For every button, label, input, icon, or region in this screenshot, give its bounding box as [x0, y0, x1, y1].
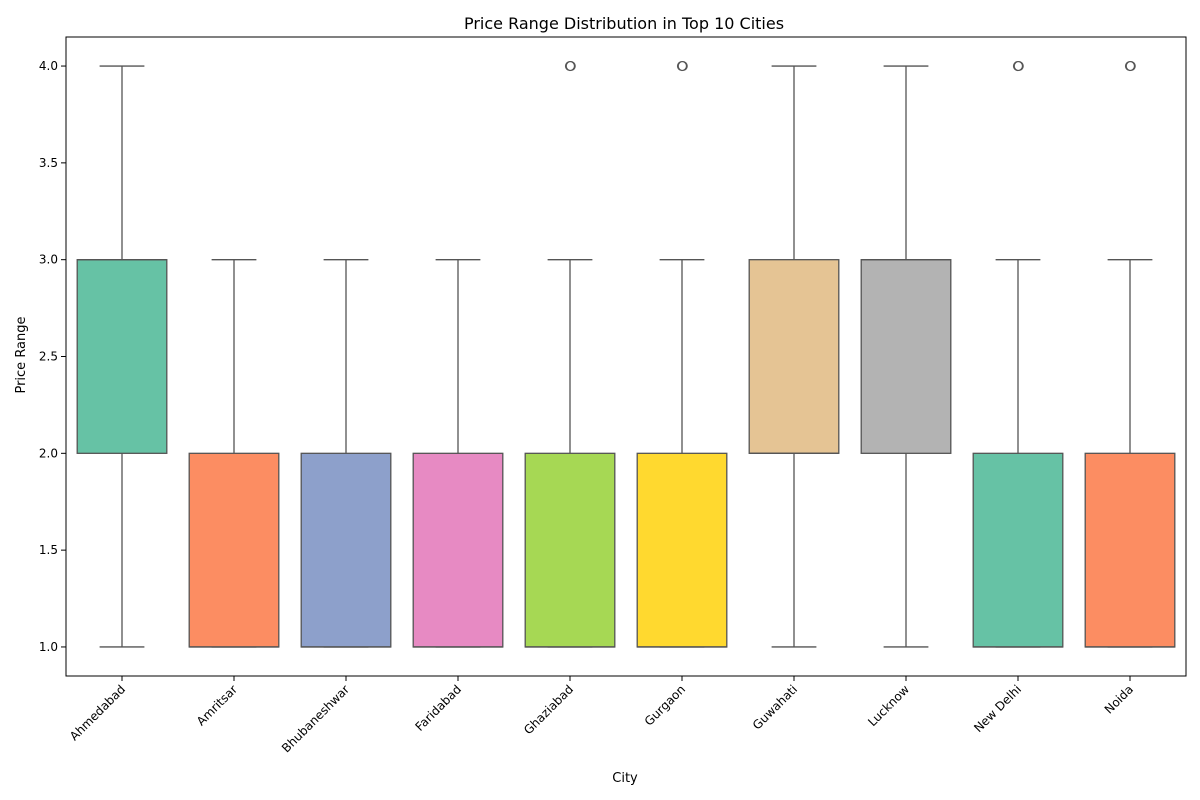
y-tick-label-5: 3.5 [39, 156, 58, 170]
plot-area [65, 36, 1187, 677]
x-tick-label-2: Bhubaneshwar [279, 682, 352, 755]
x-tick-label-4: Ghaziabad [521, 682, 576, 737]
y-axis-title: Price Range [14, 316, 29, 393]
x-tick-label-9: Noida [1102, 682, 1136, 716]
outlier-ghaziabad-0-b [565, 61, 576, 72]
box-amritsar [188, 452, 280, 648]
box-guwahati [748, 259, 840, 454]
x-tick-label-6: Guwahati [750, 682, 800, 732]
box-lucknow [860, 259, 952, 454]
x-tick-label-8: New Delhi [971, 682, 1024, 735]
y-tick-label-4: 3.0 [39, 253, 58, 267]
box-group-ahmedabad [76, 65, 168, 648]
outlier-ghaziabad-0 [564, 60, 576, 72]
y-tick-label-6: 4.0 [39, 59, 58, 73]
box-group-lucknow [860, 65, 952, 648]
x-tick-label-5: Gurgaon [642, 682, 688, 728]
box-faridabad [412, 452, 504, 648]
y-tick-label-2: 2.0 [39, 446, 58, 460]
outlier-gurgaon-0 [676, 60, 688, 72]
box-ahmedabad [76, 259, 168, 454]
box-group-bhubaneshwar [300, 259, 392, 648]
x-axis: Ahmedabad Amritsar Bhubaneshwar Faridabad Gh… [67, 676, 1136, 755]
box-noida [1084, 452, 1176, 648]
box-group-guwahati [748, 65, 840, 648]
x-tick-label-0: Ahmedabad [67, 682, 128, 743]
y-axis: 1.0 1.5 2.0 2.5 3.0 3.5 4.0 [39, 59, 66, 654]
outlier-new-delhi-0-b [1013, 61, 1024, 72]
outlier-gurgaon-0-b [677, 61, 688, 72]
x-tick-label-7: Lucknow [865, 682, 912, 729]
outlier-noida-0-b [1125, 61, 1136, 72]
outlier-new-delhi-0 [1012, 60, 1024, 72]
box-ghaziabad [524, 452, 616, 648]
box-new-delhi [972, 452, 1064, 648]
box-group-gurgaon [636, 60, 728, 648]
box-gurgaon [636, 452, 728, 648]
box-group-amritsar [188, 259, 280, 648]
box-group-new-delhi [972, 60, 1064, 648]
box-group-noida [1084, 60, 1176, 648]
box-group-faridabad [412, 259, 504, 648]
x-axis-title: City [612, 771, 638, 786]
box-bhubaneshwar [300, 452, 392, 648]
chart-title: Price Range Distribution in Top 10 Citie… [464, 14, 784, 33]
y-tick-label-3: 2.5 [39, 350, 58, 364]
outlier-noida-0 [1124, 60, 1136, 72]
y-tick-label-0: 1.0 [39, 640, 58, 654]
x-tick-label-3: Faridabad [413, 682, 465, 734]
y-tick-label-1: 1.5 [39, 543, 58, 557]
x-tick-label-1: Amritsar [194, 682, 240, 728]
box-group-ghaziabad [524, 60, 616, 648]
